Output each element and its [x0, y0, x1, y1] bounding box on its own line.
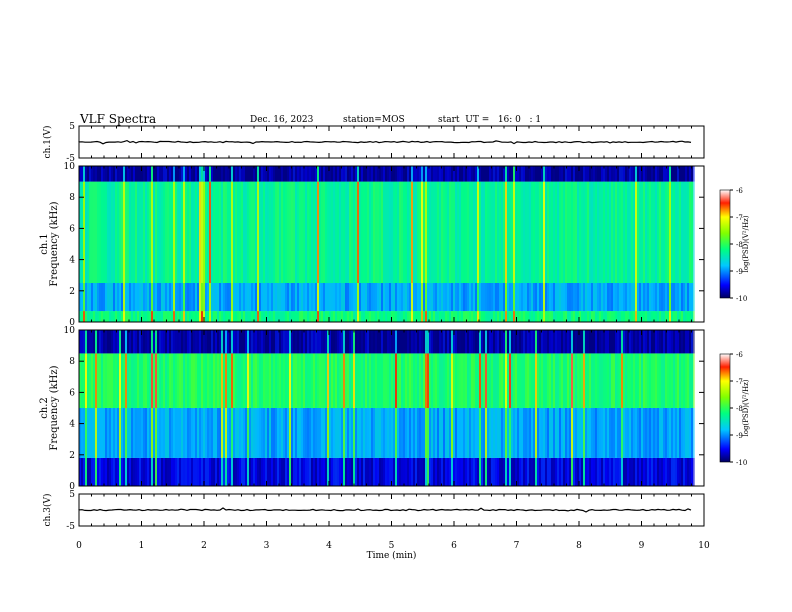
ch1-spectrogram-cbtick--10: -10: [736, 295, 747, 303]
xtick-label-4: 4: [326, 541, 332, 551]
ch3-waveform-trace: [78, 507, 692, 513]
ch1-spectrogram-band-0: [79, 311, 694, 322]
ch2-spectrogram-cbtick--7: -7: [736, 378, 743, 386]
ch1-spectrogram-cbtick--6: -6: [736, 187, 743, 195]
ch3-waveform-ylabel: ch.3(V): [42, 494, 53, 527]
ch1-spectrogram-cbtick--9: -9: [736, 268, 743, 276]
ch2-spectrogram-cbtick--9: -9: [736, 432, 743, 440]
ch2-spectrogram-ytick-label-2: 2: [69, 451, 75, 461]
ch1-spectrogram-cblabel: log(PSD)(V²/Hz): [742, 215, 750, 272]
ch1-waveform-ytick-label-5: 5: [69, 122, 75, 132]
ch2-spectrogram-cbtick--8: -8: [736, 405, 743, 413]
x-axis-label: Time (min): [367, 550, 417, 561]
ch2-spectrogram-ytick-label-6: 6: [69, 388, 75, 398]
ch1-spectrogram-ylabel-2: Frequency (kHz): [49, 201, 60, 286]
ch2-spectrogram-ylabel-1: ch.2: [39, 397, 50, 419]
station-label: station=MOS: [343, 115, 405, 125]
ch1-spectrogram-ylabel-1: ch.1: [39, 233, 50, 255]
ch2-spectrogram-band-2: [79, 353, 694, 408]
ch1-spectrogram-ytick-label-0: 0: [69, 318, 75, 328]
xtick-label-9: 9: [639, 541, 645, 551]
ch1-spectrogram-colorbar: [719, 189, 731, 299]
xtick-label-3: 3: [264, 541, 270, 551]
ch2-spectrogram-cbtick--6: -6: [736, 351, 743, 359]
ch1-spectrogram-cbtick--7: -7: [736, 214, 743, 222]
ch1-spectrogram-image: [79, 166, 695, 322]
ch2-spectrogram-image: [79, 330, 695, 486]
ch2-spectrogram-band-0: [79, 457, 694, 486]
xtick-label-7: 7: [514, 541, 520, 551]
ch1-waveform-trace: [78, 139, 692, 145]
ch1-spectrogram-ytick-label-4: 4: [69, 256, 75, 266]
ch2-spectrogram-colorbar: [719, 353, 731, 463]
ch2-spectrogram-cblabel: log(PSD)(V²/Hz): [742, 379, 750, 436]
ch1-spectrogram-ytick-label-6: 6: [69, 224, 75, 234]
xtick-label-10: 10: [698, 541, 710, 551]
ch1-spectrogram-ytick-label-10: 10: [64, 162, 76, 172]
ch2-spectrogram-ytick-label-10: 10: [64, 326, 76, 336]
ch2-spectrogram-band-1: [79, 408, 694, 458]
date-label: Dec. 16, 2023: [250, 115, 314, 125]
xtick-label-6: 6: [451, 541, 457, 551]
ch1-spectrogram-ytick-label-8: 8: [69, 193, 75, 203]
xtick-label-2: 2: [201, 541, 207, 551]
ch1-spectrogram-band-2: [79, 181, 694, 283]
ch2-spectrogram-ytick-label-4: 4: [69, 420, 75, 430]
ch1-spectrogram-ytick-label-2: 2: [69, 287, 75, 297]
start-time-label: start UT = 16: 0 : 1: [438, 115, 542, 125]
xtick-label-8: 8: [576, 541, 582, 551]
ch2-spectrogram-cbtick--10: -10: [736, 459, 747, 467]
ch1-waveform-ytick-label--5: -5: [66, 154, 75, 164]
ch2-spectrogram-ylabel-2: Frequency (kHz): [49, 365, 60, 450]
xtick-label-0: 0: [76, 541, 82, 551]
chart-title: VLF Spectra: [80, 112, 157, 126]
ch2-spectrogram-ytick-label-0: 0: [69, 482, 75, 492]
ch1-spectrogram-band-1: [79, 283, 694, 312]
ch3-waveform-ytick-label-5: 5: [69, 490, 75, 500]
xtick-label-1: 1: [139, 541, 145, 551]
ch1-waveform-ylabel: ch.1(V): [42, 126, 53, 159]
ch1-spectrogram-cbtick--8: -8: [736, 241, 743, 249]
xtick-label-5: 5: [389, 541, 395, 551]
ch3-waveform-ytick-label--5: -5: [66, 522, 75, 532]
ch2-spectrogram-ytick-label-8: 8: [69, 357, 75, 367]
